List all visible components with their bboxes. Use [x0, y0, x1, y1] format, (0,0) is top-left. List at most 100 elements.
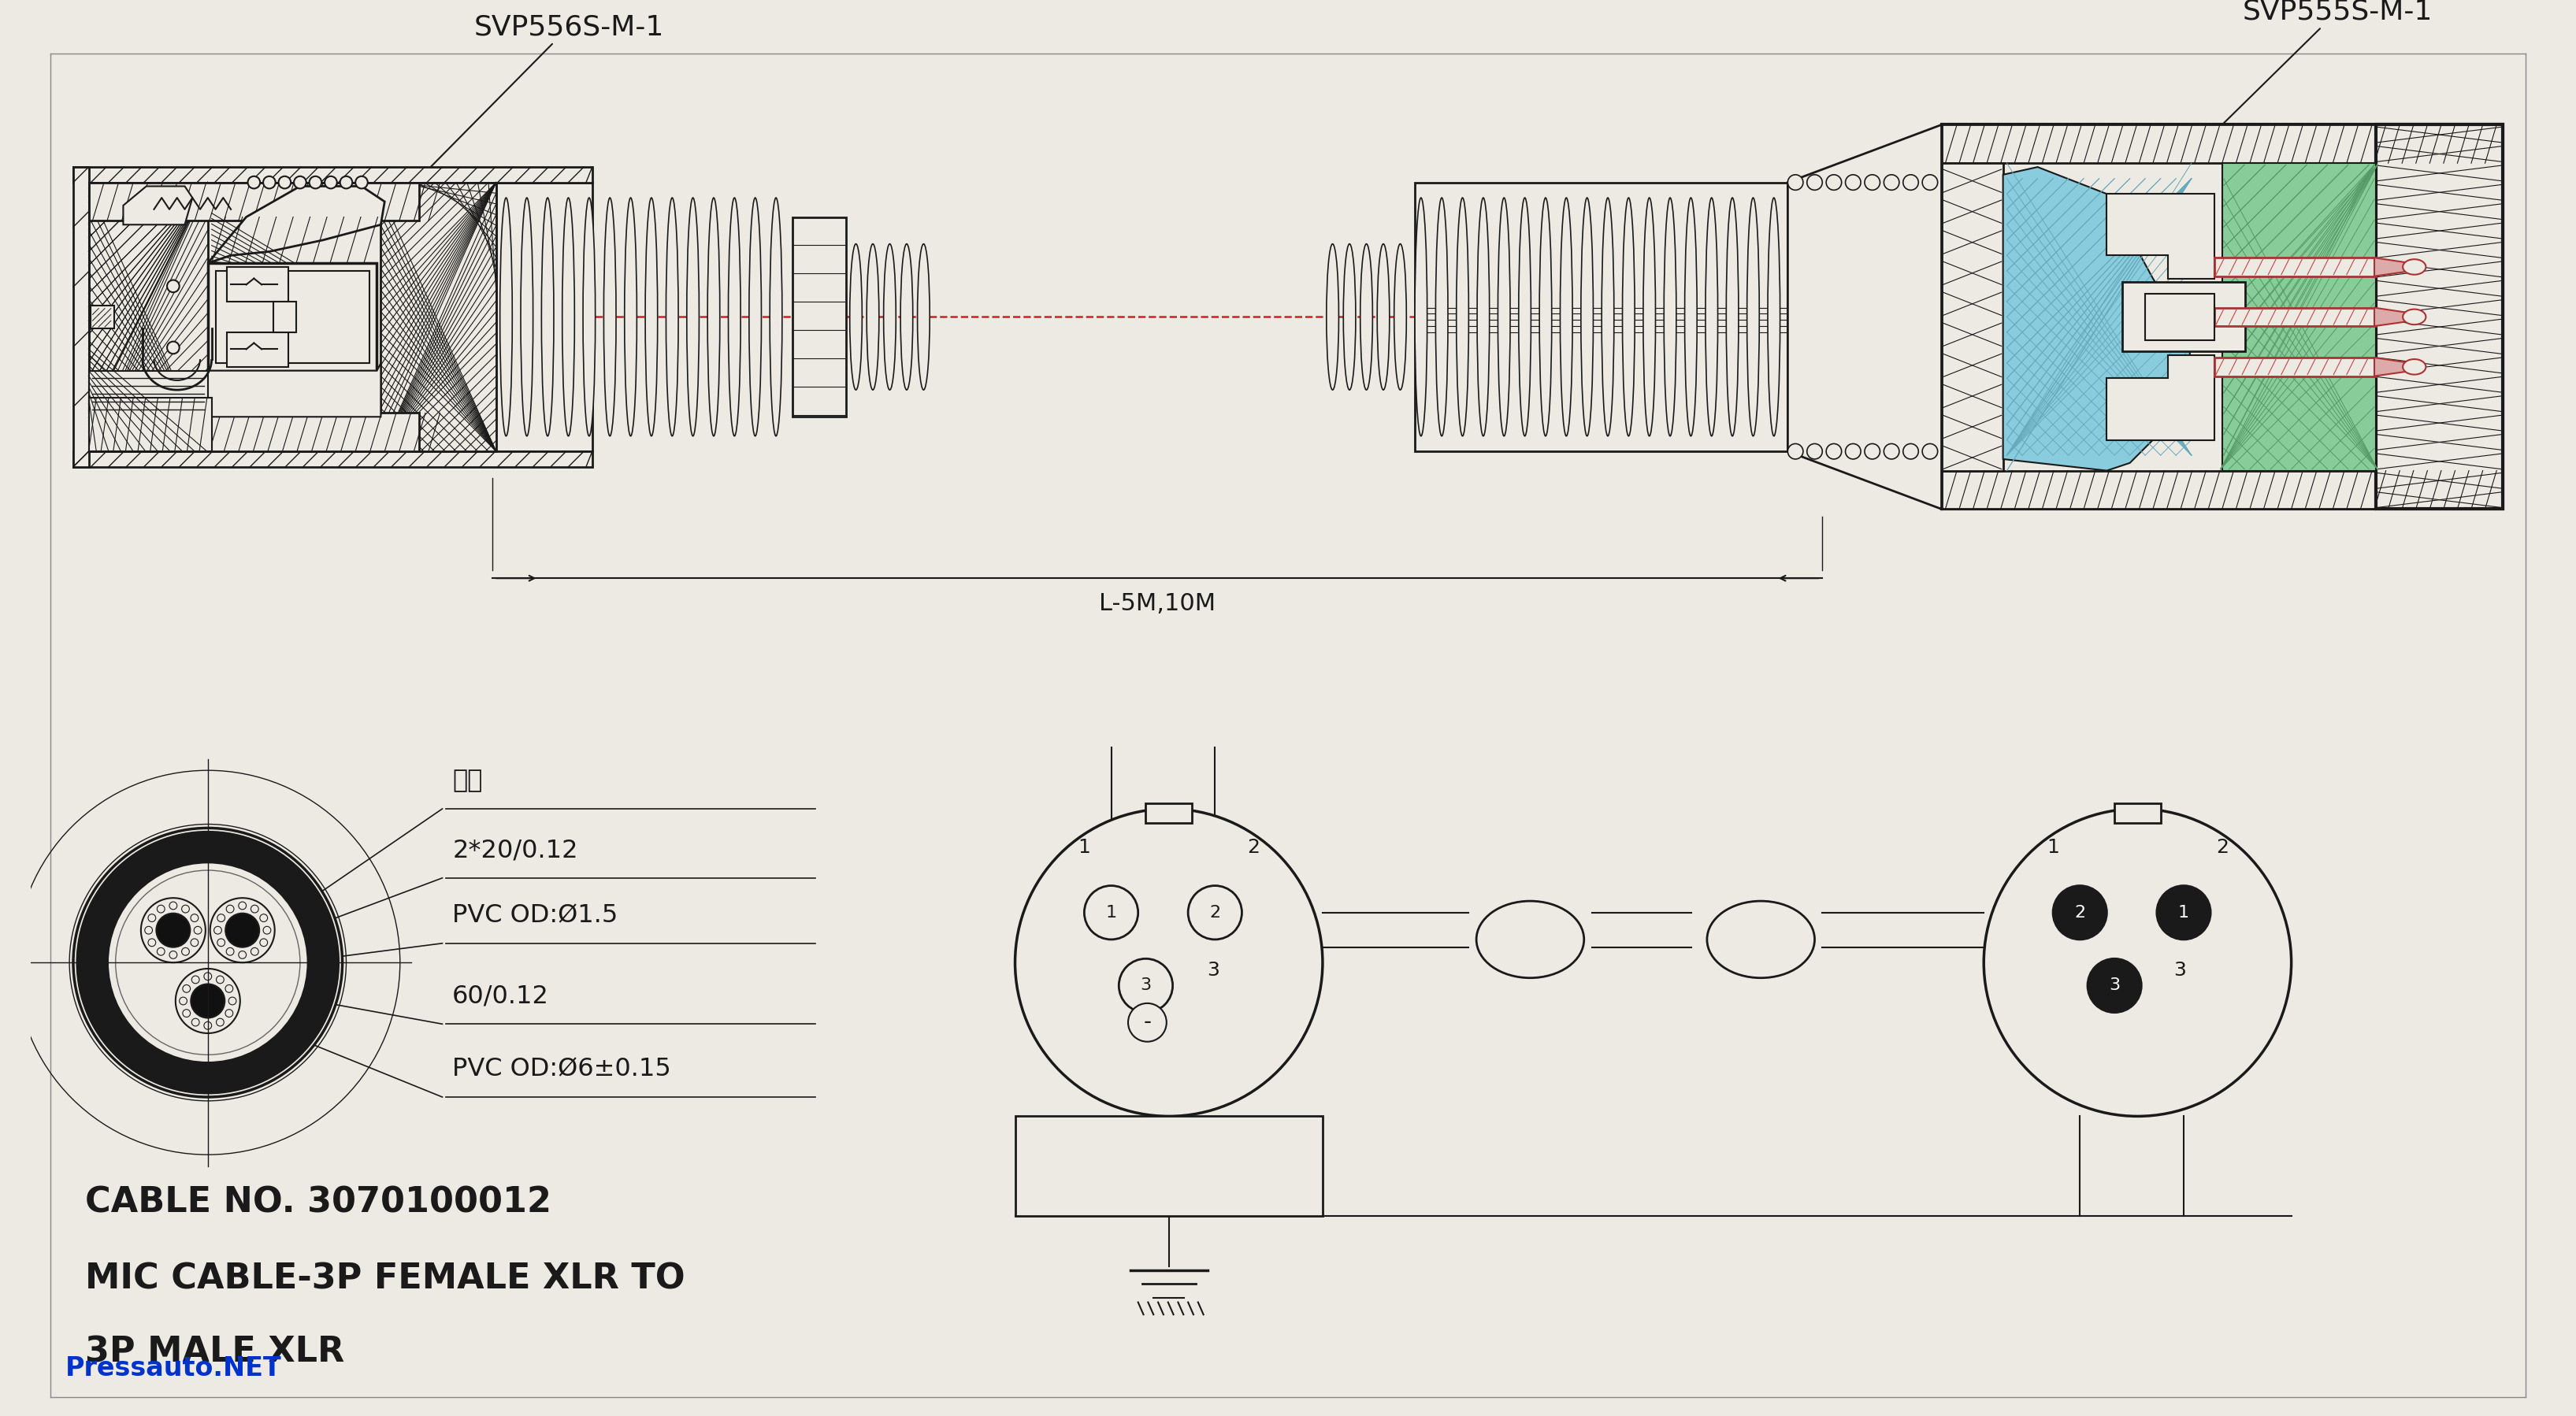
Bar — [1942, 125, 2504, 163]
Bar — [1414, 183, 1942, 452]
Circle shape — [1904, 443, 1919, 459]
Circle shape — [191, 984, 224, 1018]
Bar — [88, 183, 420, 221]
Circle shape — [193, 926, 201, 935]
Ellipse shape — [1664, 198, 1677, 436]
Circle shape — [214, 926, 222, 935]
Circle shape — [167, 280, 180, 292]
Bar — [1942, 163, 2004, 470]
Ellipse shape — [1643, 198, 1656, 436]
Circle shape — [183, 947, 191, 956]
Ellipse shape — [1435, 198, 1448, 436]
Circle shape — [191, 939, 198, 946]
Circle shape — [191, 1018, 198, 1027]
Circle shape — [183, 1010, 191, 1017]
Circle shape — [227, 947, 234, 956]
Polygon shape — [72, 452, 592, 467]
Bar — [216, 270, 368, 362]
Bar — [1942, 125, 2504, 508]
Circle shape — [216, 915, 224, 922]
Ellipse shape — [688, 198, 698, 436]
Polygon shape — [72, 167, 88, 467]
Circle shape — [247, 176, 260, 188]
Ellipse shape — [623, 198, 636, 436]
Circle shape — [250, 947, 258, 956]
Text: 2: 2 — [2074, 905, 2087, 920]
Ellipse shape — [1015, 809, 1321, 1116]
Ellipse shape — [708, 198, 719, 436]
Bar — [273, 302, 296, 333]
Circle shape — [116, 871, 299, 1055]
Circle shape — [294, 176, 307, 188]
Circle shape — [309, 176, 322, 188]
Ellipse shape — [1602, 198, 1615, 436]
Circle shape — [147, 939, 155, 946]
Polygon shape — [209, 187, 384, 263]
Ellipse shape — [520, 198, 533, 436]
Circle shape — [263, 926, 270, 935]
Circle shape — [1188, 885, 1242, 939]
Bar — [227, 268, 289, 302]
Bar — [209, 263, 376, 371]
Ellipse shape — [1476, 901, 1584, 978]
Ellipse shape — [582, 198, 595, 436]
Circle shape — [1788, 174, 1803, 190]
Circle shape — [2087, 959, 2141, 1012]
Circle shape — [1806, 443, 1821, 459]
Circle shape — [224, 1010, 232, 1017]
Circle shape — [1826, 174, 1842, 190]
Polygon shape — [124, 187, 193, 225]
Circle shape — [1865, 174, 1880, 190]
Text: MIC CABLE-3P FEMALE XLR TO: MIC CABLE-3P FEMALE XLR TO — [85, 1262, 685, 1296]
Circle shape — [204, 973, 211, 980]
Bar — [1015, 1116, 1321, 1216]
Text: 棉线: 棉线 — [453, 769, 482, 793]
Bar — [88, 371, 209, 413]
Circle shape — [167, 341, 180, 354]
Text: 2*20/0.12: 2*20/0.12 — [453, 838, 577, 862]
Circle shape — [260, 939, 268, 946]
Circle shape — [1844, 443, 1860, 459]
Ellipse shape — [1623, 198, 1636, 436]
Circle shape — [1128, 1004, 1167, 1042]
Ellipse shape — [2403, 360, 2427, 375]
Ellipse shape — [1582, 198, 1592, 436]
Text: PVC OD:Ø6±0.15: PVC OD:Ø6±0.15 — [453, 1058, 672, 1082]
Bar — [2215, 358, 2375, 377]
Circle shape — [1826, 443, 1842, 459]
Ellipse shape — [644, 198, 657, 436]
Circle shape — [1865, 443, 1880, 459]
Ellipse shape — [884, 244, 896, 389]
Bar — [2146, 295, 2215, 340]
Polygon shape — [2004, 167, 2192, 470]
Ellipse shape — [667, 198, 677, 436]
Text: PVC OD:Ø1.5: PVC OD:Ø1.5 — [453, 903, 618, 927]
Text: 1: 1 — [1105, 905, 1118, 920]
Bar — [381, 183, 497, 452]
Polygon shape — [2375, 358, 2414, 377]
Bar — [88, 183, 592, 452]
Polygon shape — [2375, 258, 2414, 276]
Text: 3: 3 — [1208, 961, 1218, 980]
Text: 2: 2 — [1247, 838, 1260, 857]
Ellipse shape — [603, 198, 616, 436]
Ellipse shape — [1726, 198, 1739, 436]
Circle shape — [1844, 174, 1860, 190]
Polygon shape — [72, 167, 592, 183]
Ellipse shape — [770, 198, 783, 436]
Text: Pressauto.NET: Pressauto.NET — [64, 1355, 281, 1382]
Ellipse shape — [1685, 198, 1698, 436]
Circle shape — [216, 939, 224, 946]
Circle shape — [191, 976, 198, 984]
Ellipse shape — [729, 198, 739, 436]
Bar — [1942, 470, 2504, 508]
Polygon shape — [209, 362, 381, 416]
Circle shape — [108, 862, 307, 1062]
Bar — [791, 217, 845, 416]
Bar — [2375, 125, 2504, 508]
Circle shape — [340, 176, 353, 188]
Ellipse shape — [1497, 198, 1510, 436]
Circle shape — [1788, 443, 1803, 459]
Circle shape — [229, 997, 237, 1005]
Bar — [2215, 258, 2375, 276]
